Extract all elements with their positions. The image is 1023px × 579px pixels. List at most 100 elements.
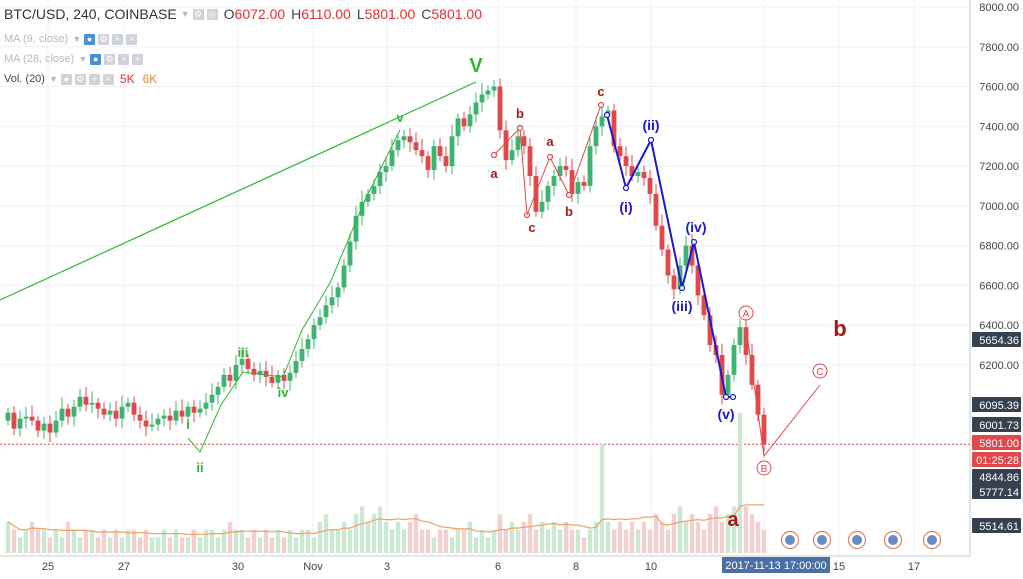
candle-body xyxy=(533,176,539,212)
open-value: 6072.00 xyxy=(234,6,286,22)
low-value: 5801.00 xyxy=(364,6,416,22)
format-icon[interactable]: ◎ xyxy=(206,8,218,20)
wave-point xyxy=(565,191,573,199)
chevron-down-icon[interactable]: ▼ xyxy=(180,9,190,19)
candle-body xyxy=(701,295,707,316)
candle-body xyxy=(305,339,311,350)
volume-bar xyxy=(371,514,377,553)
candle-body xyxy=(131,402,137,415)
volume-bar xyxy=(149,537,155,553)
candle-body xyxy=(263,370,269,377)
add-icon[interactable]: + xyxy=(118,53,130,65)
close-icon[interactable]: × xyxy=(132,53,144,65)
wave-label-C-circle xyxy=(812,363,828,379)
candle-body xyxy=(563,166,569,171)
wave-label-i: i xyxy=(186,417,190,432)
date-tag-bg xyxy=(722,557,830,573)
chevron-down-icon[interactable]: ▼ xyxy=(48,74,58,84)
volume-bar xyxy=(407,521,413,553)
y-tick-label: 6400.00 xyxy=(979,320,1019,332)
candle-body xyxy=(629,166,635,177)
settings-icon[interactable]: ⚙ xyxy=(74,73,86,85)
price-tag-label: 6095.39 xyxy=(979,400,1019,412)
candle-body xyxy=(35,420,41,431)
candle-body xyxy=(335,287,341,298)
candle-body xyxy=(215,386,221,395)
wave-label-a-left: a xyxy=(490,166,498,181)
volume-bar xyxy=(41,529,47,553)
volume-bar xyxy=(623,529,629,553)
price-tag-bg xyxy=(972,332,1021,347)
wave-label-B: B xyxy=(761,464,768,475)
volume-bar xyxy=(389,529,395,553)
candle-body xyxy=(383,166,389,173)
wave-label-b-big: b xyxy=(833,316,846,341)
volume-bar xyxy=(275,529,281,553)
volume-bar xyxy=(707,514,713,553)
candle-body xyxy=(83,396,89,405)
close-icon[interactable]: × xyxy=(102,73,114,85)
volume-bar xyxy=(35,529,41,553)
chevron-down-icon[interactable]: ▼ xyxy=(72,34,82,44)
volume-bar xyxy=(695,521,701,553)
volume-bar xyxy=(521,521,527,553)
close-icon[interactable]: × xyxy=(126,33,138,45)
volume-bar xyxy=(23,529,29,553)
wave-label-c-left: c xyxy=(528,220,535,235)
eye-icon[interactable]: ● xyxy=(60,73,72,85)
volume-bar xyxy=(83,529,89,553)
volume-bar xyxy=(53,529,59,553)
ma9-label[interactable]: MA (9, close) xyxy=(4,33,69,45)
candle-body xyxy=(515,136,521,151)
volume-bar xyxy=(323,514,329,553)
volume-bar xyxy=(479,529,485,553)
candle-body xyxy=(377,172,383,186)
candle-body xyxy=(191,406,197,413)
symbol-label[interactable]: BTC/USD, 240, COINBASE xyxy=(4,6,177,22)
ma28-label[interactable]: MA (28, close) xyxy=(4,53,75,65)
volume-bar xyxy=(47,537,53,553)
wave-label-b-mid: b xyxy=(565,204,573,219)
eye-icon[interactable]: ● xyxy=(84,33,96,45)
add-icon[interactable]: + xyxy=(88,73,100,85)
volume-bar xyxy=(713,506,719,553)
volume-bar xyxy=(587,529,593,553)
volume-bar xyxy=(731,506,737,553)
candle-body xyxy=(185,406,191,417)
price-tag-label: 5801.00 xyxy=(979,438,1019,450)
volume-bar xyxy=(563,521,569,553)
settings-icon[interactable]: ⚙ xyxy=(98,33,110,45)
x-tick-label: 17 xyxy=(908,561,920,573)
candle-body xyxy=(5,412,11,421)
volume-bar xyxy=(221,529,227,553)
candles xyxy=(5,78,767,453)
price-tag-label: 5514.61 xyxy=(979,521,1019,533)
volume-bar xyxy=(539,521,545,553)
volume-bar xyxy=(605,521,611,553)
volume-bar xyxy=(233,529,239,553)
candle-body xyxy=(725,374,731,395)
eye-icon[interactable]: ● xyxy=(90,53,102,65)
vol-label[interactable]: Vol. (20) xyxy=(4,73,45,85)
add-icon[interactable]: + xyxy=(112,33,124,45)
volume-bar xyxy=(515,529,521,553)
wave-label-v: v xyxy=(396,110,404,125)
candle-body xyxy=(281,374,287,381)
volume-bars xyxy=(5,413,767,553)
x-tick-label: 25 xyxy=(42,561,54,573)
wave-label-A-circle xyxy=(738,305,754,321)
settings-icon[interactable]: ⚙ xyxy=(192,8,204,20)
candle-body xyxy=(167,415,173,421)
candle-body xyxy=(143,420,149,427)
settings-icon[interactable]: ⚙ xyxy=(104,53,116,65)
chevron-down-icon[interactable]: ▼ xyxy=(78,54,88,64)
candle-body xyxy=(293,360,299,373)
grid xyxy=(0,0,970,556)
volume-bar xyxy=(269,537,275,553)
volume-bar xyxy=(89,529,95,553)
candle-body xyxy=(275,374,281,383)
